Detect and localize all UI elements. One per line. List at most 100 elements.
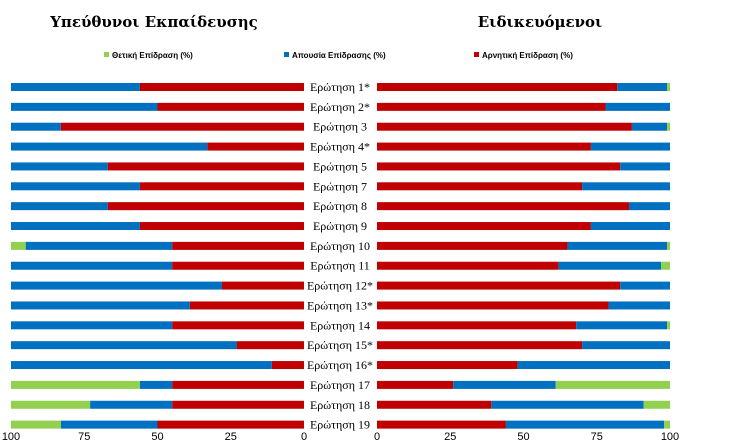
- right-bar-segment: [377, 202, 629, 211]
- left-bar-segment: [11, 420, 61, 429]
- right-x-tick: 75: [591, 431, 603, 443]
- legend-swatch-negative: [474, 52, 479, 57]
- right-bar-segment: [377, 281, 621, 290]
- right-bar-segment: [377, 341, 583, 350]
- question-label: Ερώτηση 4*: [310, 140, 370, 154]
- left-bar-segment: [60, 122, 305, 131]
- right-bar-segment: [628, 202, 670, 211]
- right-bar-segment: [620, 281, 670, 290]
- left-bar-segment: [11, 222, 140, 231]
- left-bar-segment: [11, 380, 140, 389]
- question-label: Ερώτηση 10: [310, 239, 370, 253]
- question-label: Ερώτηση 9: [313, 219, 367, 233]
- right-bar-segment: [567, 241, 668, 250]
- left-bar-segment: [11, 321, 173, 330]
- left-bar-segment: [157, 420, 304, 429]
- question-label: Ερώτηση 19: [310, 418, 370, 432]
- right-bar-segment: [558, 261, 662, 270]
- left-bar-segment: [172, 400, 304, 409]
- right-bar-segment: [582, 182, 670, 191]
- right-bar-segment: [377, 261, 559, 270]
- question-labels: Ερώτηση 1* Ερώτηση 2* Ερώτηση 3 Ερώτηση 4* Ε…: [307, 80, 373, 432]
- question-label: Ερώτηση 18: [310, 398, 370, 412]
- right-bar-segment: [453, 380, 556, 389]
- right-x-tick: 100: [661, 431, 679, 443]
- left-bar-segment: [172, 241, 304, 250]
- left-bar-segment: [139, 222, 304, 231]
- left-bar-segment: [139, 182, 304, 191]
- right-bar-segment: [590, 222, 670, 231]
- legend-swatch-absence: [284, 52, 289, 57]
- question-label: Ερώτηση 7: [313, 179, 367, 193]
- right-bar-segment: [377, 222, 591, 231]
- left-bar-segment: [11, 361, 272, 370]
- right-bar-segment: [667, 241, 670, 250]
- right-bar-segment: [576, 321, 668, 330]
- right-bar-segment: [377, 420, 506, 429]
- left-bar-segment: [11, 241, 26, 250]
- right-x-tick: 50: [517, 431, 529, 443]
- right-chart-title: Ειδικευόμενοι: [478, 13, 603, 31]
- right-bar-segment: [661, 261, 670, 270]
- legend: Θετική Επίδραση (%) Απουσία Επίδρασης (%…: [104, 51, 573, 60]
- left-bar-segment: [221, 281, 304, 290]
- left-bar-segment: [60, 420, 158, 429]
- left-bar-segment: [139, 83, 304, 91]
- left-x-tick: 0: [301, 431, 307, 443]
- left-x-tick: 75: [78, 431, 90, 443]
- right-bar-segment: [377, 162, 621, 171]
- question-label: Ερώτηση 11: [310, 259, 370, 273]
- left-bar-segment: [90, 400, 173, 409]
- left-bar-segment: [11, 281, 222, 290]
- question-label: Ερώτηση 5: [313, 159, 367, 173]
- right-bar-segment: [667, 83, 670, 91]
- axis-ticks: 100 75 50 25 0 0 25 50 75 100: [2, 431, 679, 443]
- left-bar-segment: [207, 142, 304, 151]
- question-label: Ερώτηση 13*: [307, 298, 373, 312]
- left-bar-segment: [11, 162, 108, 171]
- question-label: Ερώτηση 17: [310, 378, 370, 392]
- right-bar-segment: [377, 361, 518, 370]
- right-bar-segment: [617, 83, 668, 91]
- left-bar-segment: [107, 162, 304, 171]
- right-bar-segment: [491, 400, 644, 409]
- legend-swatch-positive: [104, 52, 109, 57]
- left-bar-segment: [11, 341, 237, 350]
- left-x-tick: 100: [2, 431, 20, 443]
- left-x-tick: 25: [225, 431, 237, 443]
- right-bar-segment: [377, 122, 632, 131]
- right-bar-segment: [643, 400, 670, 409]
- left-bar-segment: [236, 341, 304, 350]
- question-label: Ερώτηση 14: [310, 318, 370, 332]
- question-label: Ερώτηση 3: [313, 120, 367, 134]
- left-x-tick: 50: [151, 431, 163, 443]
- right-bar-segment: [517, 361, 670, 370]
- right-bar-segment: [377, 241, 568, 250]
- right-bar-segment: [377, 400, 492, 409]
- left-bar-segment: [107, 202, 304, 211]
- left-chart-title: Υπεύθυνοι Εκπαίδευσης: [49, 13, 258, 31]
- left-bar-segment: [189, 301, 304, 310]
- right-bar-segment: [377, 142, 591, 151]
- left-bar-segment: [139, 380, 173, 389]
- right-bar-segment: [555, 380, 670, 389]
- left-bar-segment: [172, 380, 304, 389]
- right-bar-segment: [377, 83, 618, 91]
- left-bar-segment: [25, 241, 173, 250]
- question-label: Ερώτηση 12*: [307, 279, 373, 293]
- left-bar-segment: [11, 202, 108, 211]
- right-bar-segment: [377, 380, 454, 389]
- left-bar-segment: [172, 261, 304, 270]
- right-bar-segment: [377, 102, 606, 111]
- right-bar-segment: [590, 142, 670, 151]
- question-label: Ερώτηση 16*: [307, 358, 373, 372]
- legend-label-absence: Απουσία Επίδρασης (%): [292, 51, 386, 60]
- question-label: Ερώτηση 2*: [310, 100, 370, 114]
- legend-label-negative: Αρνητική Επίδραση (%): [482, 51, 573, 60]
- right-bar-segment: [608, 301, 670, 310]
- right-x-tick: 25: [444, 431, 456, 443]
- right-bar-segment: [582, 341, 670, 350]
- right-bar-segment: [620, 162, 670, 171]
- left-bar-segment: [11, 102, 158, 111]
